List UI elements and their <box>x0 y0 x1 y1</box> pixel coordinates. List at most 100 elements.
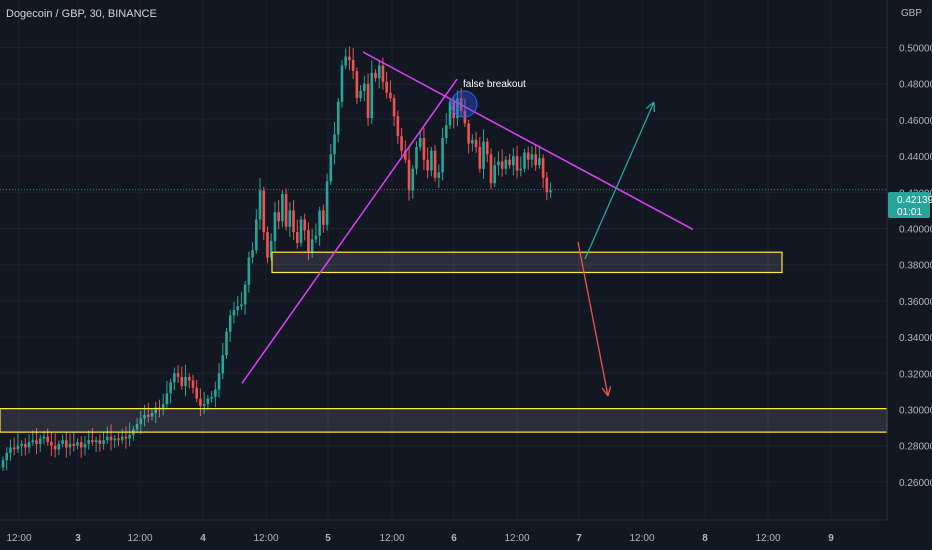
time-tick-label: 12:00 <box>629 533 654 544</box>
price-tick-label: 0.30000 <box>899 406 932 417</box>
candle <box>489 148 493 190</box>
candle <box>217 363 221 398</box>
time-tick-label: 5 <box>325 533 331 544</box>
time-tick-label: 12:00 <box>379 533 404 544</box>
candle <box>422 127 426 170</box>
candle <box>549 182 552 199</box>
candle <box>359 85 362 102</box>
candle <box>20 440 23 456</box>
candle <box>281 190 284 228</box>
price-tick-label: 0.32000 <box>899 369 932 380</box>
candle <box>400 128 403 157</box>
candle <box>519 156 523 177</box>
candle <box>262 186 266 241</box>
candle <box>225 328 228 359</box>
price-tick-label: 0.38000 <box>899 261 932 272</box>
candle <box>169 378 172 404</box>
candle <box>318 206 321 246</box>
candle <box>87 430 90 450</box>
support-zone[interactable] <box>0 407 888 433</box>
candle <box>180 366 184 390</box>
candle <box>448 98 452 129</box>
candle <box>76 438 79 450</box>
candle <box>493 157 496 187</box>
candle <box>109 424 113 451</box>
candle <box>363 75 366 102</box>
time-axis[interactable]: 12:00 3 12:00 4 12:00 5 12:00 6 12:00 7 12:00 8 12:0… <box>6 533 834 544</box>
projection-arrows <box>577 101 656 397</box>
candle <box>16 433 20 453</box>
candle <box>340 59 344 108</box>
candle <box>538 145 541 169</box>
trendlines <box>241 51 694 384</box>
candle <box>31 430 35 446</box>
candle <box>255 209 258 254</box>
candle <box>441 127 444 181</box>
annotation-label: false breakout <box>463 79 526 90</box>
candle <box>228 309 232 342</box>
candle <box>98 434 102 452</box>
candle <box>135 418 139 434</box>
price-tag-countdown: 01:01 <box>897 207 922 218</box>
candle <box>128 422 131 447</box>
price-tick-label: 0.36000 <box>899 297 932 308</box>
price-tick-label: 0.26000 <box>899 478 932 489</box>
candle <box>482 129 485 179</box>
candle <box>485 138 489 163</box>
chart-title: Dogecoin / GBP, 30, BINANCE <box>6 8 157 20</box>
candle <box>61 434 64 448</box>
candle <box>154 401 158 424</box>
candle <box>504 156 508 175</box>
candle <box>299 215 303 247</box>
candle <box>210 391 213 403</box>
candle <box>310 229 314 258</box>
bullish-arrow[interactable] <box>584 101 656 260</box>
candle <box>195 379 198 403</box>
candle <box>456 90 459 127</box>
support-zone[interactable] <box>271 251 783 274</box>
candle <box>314 223 318 243</box>
candle <box>497 151 500 176</box>
candle <box>426 147 429 179</box>
candle <box>83 435 87 456</box>
candle <box>42 430 46 445</box>
time-tick-label: 9 <box>828 533 834 544</box>
descending-trendline[interactable] <box>362 51 694 231</box>
bearish-arrow[interactable] <box>577 241 612 397</box>
candle <box>191 374 195 394</box>
candle <box>478 136 482 173</box>
candle <box>232 301 236 324</box>
candle <box>288 202 292 237</box>
candle <box>94 436 98 453</box>
candle <box>322 204 325 233</box>
candle <box>407 147 411 201</box>
rising-trendline[interactable] <box>241 78 458 384</box>
candle <box>284 188 288 231</box>
candle <box>102 432 105 450</box>
candle <box>295 219 299 249</box>
candle <box>515 145 519 179</box>
candle <box>68 433 72 456</box>
candle <box>292 200 295 241</box>
candle <box>437 164 441 188</box>
candle <box>5 447 9 471</box>
candle <box>374 69 377 82</box>
candle <box>173 367 176 391</box>
candle <box>1 456 5 472</box>
price-tick-label: 0.34000 <box>899 333 932 344</box>
candle <box>512 148 515 176</box>
candle <box>72 431 76 452</box>
candle <box>79 436 83 458</box>
candle <box>117 432 120 447</box>
price-tick-label: 0.48000 <box>899 80 932 91</box>
candle <box>247 251 251 293</box>
candle <box>38 434 42 452</box>
candle <box>113 434 117 449</box>
time-tick-label: 12:00 <box>253 533 278 544</box>
candle <box>474 131 478 153</box>
candle <box>12 437 16 456</box>
candle <box>500 149 504 177</box>
price-tag-box <box>888 192 930 218</box>
